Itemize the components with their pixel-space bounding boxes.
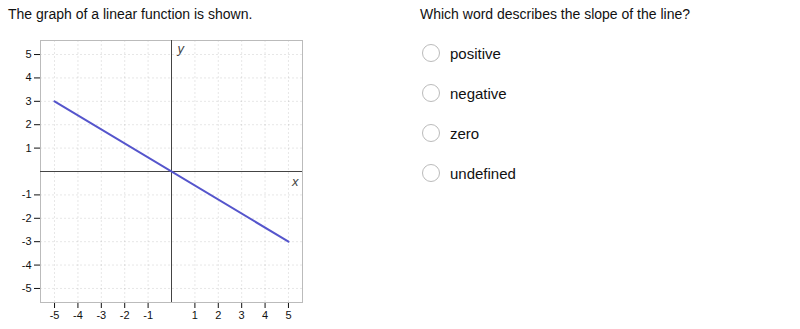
svg-text:-4: -4 (73, 309, 83, 321)
svg-text:2: 2 (25, 118, 31, 130)
svg-text:-2: -2 (22, 212, 32, 224)
svg-text:1: 1 (192, 309, 198, 321)
svg-text:4: 4 (262, 309, 268, 321)
html-text:zero: zero (450, 124, 480, 142)
html-text:positive: positive (450, 44, 501, 62)
html-text:undefined: undefined (450, 164, 516, 182)
svg-text:-1: -1 (143, 309, 153, 321)
svg-text:2: 2 (215, 309, 221, 321)
html-text:The graph of a linear function: The graph of a linear function is shown. (8, 6, 253, 22)
svg-text:-1: -1 (22, 188, 32, 200)
svg-text:3: 3 (239, 309, 245, 321)
html-text:negative: negative (450, 84, 507, 102)
svg-text:-3: -3 (96, 309, 106, 321)
svg-text:1: 1 (25, 142, 31, 154)
svg-text:-4: -4 (22, 259, 32, 271)
svg-text:5: 5 (285, 309, 291, 321)
svg-text:5: 5 (25, 48, 31, 60)
svg-text:x: x (291, 174, 299, 189)
svg-text:-2: -2 (120, 309, 130, 321)
svg-text:-5: -5 (22, 282, 32, 294)
svg-text:4: 4 (25, 71, 31, 83)
svg-text:3: 3 (25, 95, 31, 107)
html-text:Which word describes the slope: Which word describes the slope of the li… (420, 6, 690, 22)
svg-text:y: y (177, 41, 186, 56)
svg-text:-3: -3 (22, 235, 32, 247)
svg-text:-5: -5 (50, 309, 60, 321)
